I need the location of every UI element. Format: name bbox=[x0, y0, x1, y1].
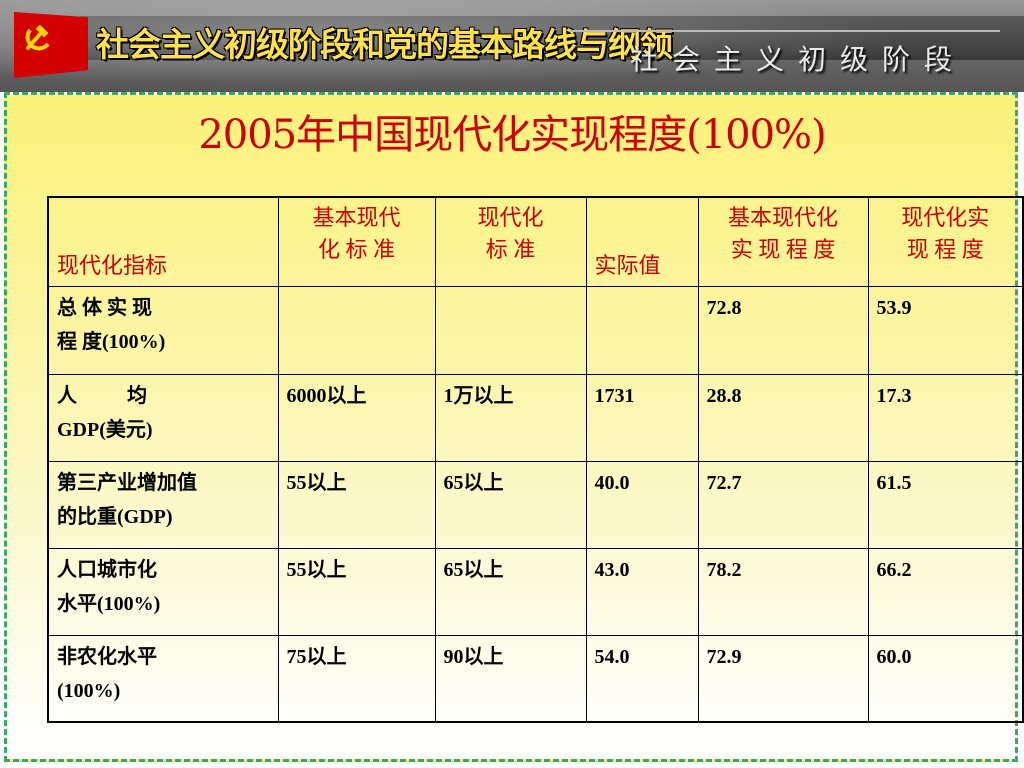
header-basic-standard: 基本现代 化 标 准 bbox=[277, 196, 436, 287]
cell-basic-degree: 72.8 bbox=[697, 286, 869, 375]
cell-modern-standard bbox=[434, 286, 587, 375]
cell-modern-degree: 53.9 bbox=[867, 286, 1024, 375]
header-banner: 社会主义初级阶段和党的基本路线与纲领 社会主义初级阶段 bbox=[0, 0, 1024, 92]
page-title: 2005年中国现代化实现程度(100%) bbox=[198, 112, 826, 158]
table-row: 非农化水平 (100%) 75以上 90以上 54.0 72.9 60.0 bbox=[47, 635, 1024, 722]
row-label: 人口城市化 水平(100%) bbox=[47, 548, 279, 636]
cell-actual: 54.0 bbox=[585, 635, 699, 722]
table-row: 人 均 GDP(美元) 6000以上 1万以上 1731 28.8 17.3 bbox=[47, 374, 1024, 462]
row-label-line1: 非农化水平 bbox=[57, 646, 157, 668]
header-basic-degree: 基本现代化 实 现 程 度 bbox=[697, 196, 869, 287]
header-modern-degree-line1: 现代化实 bbox=[901, 205, 990, 230]
header-basic-degree-line1: 基本现代化 bbox=[727, 205, 838, 230]
cell-basic-standard bbox=[277, 286, 436, 375]
row-label-line1: 总 体 实 现 bbox=[57, 297, 152, 319]
cell-modern-degree: 17.3 bbox=[867, 374, 1024, 462]
banner-title: 社会主义初级阶段和党的基本路线与纲领 bbox=[96, 25, 673, 64]
table-row: 第三产业增加值 的比重(GDP) 55以上 65以上 40.0 72.7 61.… bbox=[47, 461, 1024, 549]
cell-modern-standard: 1万以上 bbox=[434, 374, 587, 462]
hammer-sickle-flag-icon bbox=[14, 12, 88, 78]
cell-basic-standard: 75以上 bbox=[277, 635, 436, 722]
cell-actual: 40.0 bbox=[585, 461, 699, 549]
cell-modern-standard: 90以上 bbox=[434, 635, 587, 722]
header-basic-degree-line2: 实 现 程 度 bbox=[730, 237, 836, 262]
cell-modern-standard: 65以上 bbox=[434, 548, 587, 636]
cell-modern-degree: 61.5 bbox=[867, 461, 1024, 549]
cell-basic-degree: 28.8 bbox=[697, 374, 869, 462]
row-label-line2: 的比重(GDP) bbox=[57, 506, 173, 528]
cell-modern-degree: 66.2 bbox=[867, 548, 1024, 636]
row-label-line2: 程 度(100%) bbox=[57, 331, 166, 353]
modernization-table: 现代化指标 基本现代 化 标 准 现代化 标 准 实际值 基本现代化 实 现 程… bbox=[47, 196, 1024, 723]
table-row: 总 体 实 现 程 度(100%) 72.8 53.9 bbox=[47, 286, 1024, 375]
row-label-line2: 水平(100%) bbox=[57, 593, 161, 615]
header-actual-label: 实际值 bbox=[594, 253, 661, 278]
row-label-line2: (100%) bbox=[57, 680, 121, 702]
cell-modern-standard: 65以上 bbox=[434, 461, 587, 549]
banner-divider bbox=[570, 30, 1000, 32]
banner-subtitle: 社会主义初级阶段 bbox=[629, 43, 966, 76]
row-label: 非农化水平 (100%) bbox=[47, 635, 279, 722]
banner-band bbox=[80, 16, 1024, 60]
row-label-line1: 人口城市化 bbox=[57, 559, 157, 581]
cell-actual: 1731 bbox=[585, 374, 699, 462]
header-modern-standard-line1: 现代化 bbox=[477, 205, 544, 230]
header-actual: 实际值 bbox=[585, 196, 699, 287]
header-modern-standard-line2: 标 准 bbox=[485, 237, 536, 262]
table-row: 人口城市化 水平(100%) 55以上 65以上 43.0 78.2 66.2 bbox=[47, 548, 1024, 636]
cell-basic-degree: 72.9 bbox=[697, 635, 869, 722]
header-basic-standard-line2: 化 标 准 bbox=[317, 237, 395, 262]
row-label-line1: 第三产业增加值 bbox=[57, 472, 197, 494]
cell-basic-degree: 78.2 bbox=[697, 548, 869, 636]
cell-modern-degree: 60.0 bbox=[867, 635, 1024, 722]
header-modern-degree: 现代化实 现 程 度 bbox=[867, 196, 1024, 287]
cell-basic-standard: 6000以上 bbox=[277, 374, 436, 462]
header-indicator: 现代化指标 bbox=[47, 196, 279, 287]
cell-basic-standard: 55以上 bbox=[277, 548, 436, 636]
cell-basic-standard: 55以上 bbox=[277, 461, 436, 549]
row-label-line1: 人 均 bbox=[57, 385, 147, 407]
row-label: 第三产业增加值 的比重(GDP) bbox=[47, 461, 279, 549]
row-label-line2: GDP(美元) bbox=[57, 419, 153, 441]
header-modern-degree-line2: 现 程 度 bbox=[906, 237, 984, 262]
row-label: 总 体 实 现 程 度(100%) bbox=[47, 286, 279, 375]
row-label: 人 均 GDP(美元) bbox=[47, 374, 279, 462]
header-basic-standard-line1: 基本现代 bbox=[312, 205, 401, 230]
cell-actual: 43.0 bbox=[585, 548, 699, 636]
header-modern-standard: 现代化 标 准 bbox=[434, 196, 587, 287]
cell-basic-degree: 72.7 bbox=[697, 461, 869, 549]
header-indicator-label: 现代化指标 bbox=[57, 253, 168, 278]
cell-actual bbox=[585, 286, 699, 375]
table-header-row: 现代化指标 基本现代 化 标 准 现代化 标 准 实际值 基本现代化 实 现 程… bbox=[47, 196, 1024, 287]
banner-glow bbox=[0, 0, 1024, 92]
